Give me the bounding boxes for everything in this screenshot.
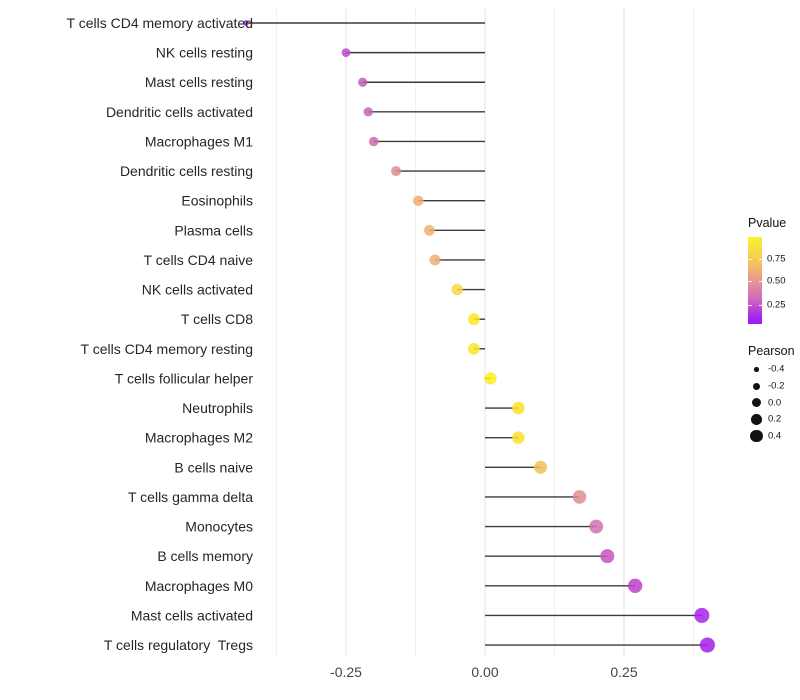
y-axis-label: Dendritic cells activated — [106, 104, 253, 120]
lollipop-dot — [572, 490, 587, 504]
y-axis-label: T cells regulatory Tregs — [104, 637, 253, 653]
colorbar-tick-label: 0.50 — [767, 275, 786, 287]
y-axis-label: B cells naive — [174, 459, 253, 475]
colorbar-tick-mark — [758, 305, 762, 306]
lollipop-dot — [694, 607, 710, 623]
size-legend-dot — [751, 414, 762, 425]
y-axis-label: Mast cells activated — [131, 607, 253, 623]
colorbar-tick-label: 0.75 — [767, 253, 786, 265]
lollipop-dot — [484, 372, 497, 385]
colorbar-tick-mark — [748, 281, 752, 282]
lollipop-dot — [243, 20, 249, 26]
y-axis-label: Macrophages M0 — [145, 578, 253, 594]
y-axis-label: NK cells resting — [156, 45, 253, 61]
size-legend-dot — [753, 382, 760, 390]
y-axis-label: Monocytes — [185, 519, 253, 535]
y-axis-label: T cells CD4 naive — [144, 252, 254, 268]
colorbar-tick-mark — [758, 281, 762, 282]
size-legend-label: -0.2 — [768, 380, 785, 392]
pearson-legend-title: Pearson — [748, 344, 795, 358]
colorbar-tick-mark — [748, 305, 752, 306]
lollipop-dot — [589, 519, 604, 534]
lollipop-dot — [429, 254, 441, 266]
x-axis-tick-label: 0.00 — [471, 664, 498, 680]
size-legend-label: 0.4 — [768, 430, 782, 442]
lollipop-dot — [627, 578, 643, 593]
y-axis-label: Macrophages M2 — [145, 430, 253, 446]
pvalue-legend-title: Pvalue — [748, 216, 787, 230]
y-axis-label: T cells follicular helper — [115, 370, 254, 386]
lollipop-dot — [341, 48, 351, 57]
y-axis-label: Mast cells resting — [145, 74, 253, 90]
lollipop-dot — [699, 637, 715, 653]
pvalue-colorbar — [748, 237, 762, 324]
size-legend-dot — [754, 367, 759, 372]
lollipop-dot — [369, 136, 379, 147]
lollipop-dot — [467, 313, 480, 326]
lollipop-dot — [451, 283, 463, 296]
y-axis-label: T cells CD4 memory resting — [81, 341, 253, 357]
y-axis-label: Eosinophils — [181, 193, 253, 209]
lollipop-dot — [534, 460, 548, 474]
lollipop-dot — [467, 342, 480, 355]
lollipop-dot — [423, 224, 435, 236]
size-legend-dot — [751, 398, 762, 408]
size-legend-label: -0.4 — [768, 363, 785, 375]
size-legend-label: 0.0 — [768, 397, 782, 409]
lollipop-dot — [391, 166, 402, 177]
lollipop-dot — [512, 401, 525, 415]
y-axis-label: Neutrophils — [182, 400, 253, 416]
y-axis-label: T cells CD8 — [181, 311, 253, 327]
y-axis-label: T cells gamma delta — [128, 489, 253, 505]
lollipop-dot — [358, 77, 368, 87]
size-legend-label: 0.2 — [768, 413, 782, 425]
lollipop-dot — [412, 195, 424, 207]
colorbar-tick-mark — [758, 259, 762, 260]
size-legend-dot — [750, 430, 763, 443]
y-axis-label: T cells CD4 memory activated — [67, 15, 253, 31]
y-axis-label: Macrophages M1 — [145, 133, 253, 149]
x-axis-tick-label: 0.25 — [610, 664, 637, 680]
colorbar-tick-mark — [748, 259, 752, 260]
y-axis-label: Plasma cells — [174, 222, 253, 238]
y-axis-label: NK cells activated — [142, 282, 253, 298]
y-axis-label: Dendritic cells resting — [120, 163, 253, 179]
lollipop-dot — [600, 549, 615, 564]
colorbar-tick-label: 0.25 — [767, 299, 786, 311]
lollipop-dot — [512, 431, 525, 444]
lollipop-dot — [363, 107, 373, 117]
x-axis-tick-label: -0.25 — [330, 664, 362, 680]
y-axis-label: B cells memory — [157, 548, 253, 564]
